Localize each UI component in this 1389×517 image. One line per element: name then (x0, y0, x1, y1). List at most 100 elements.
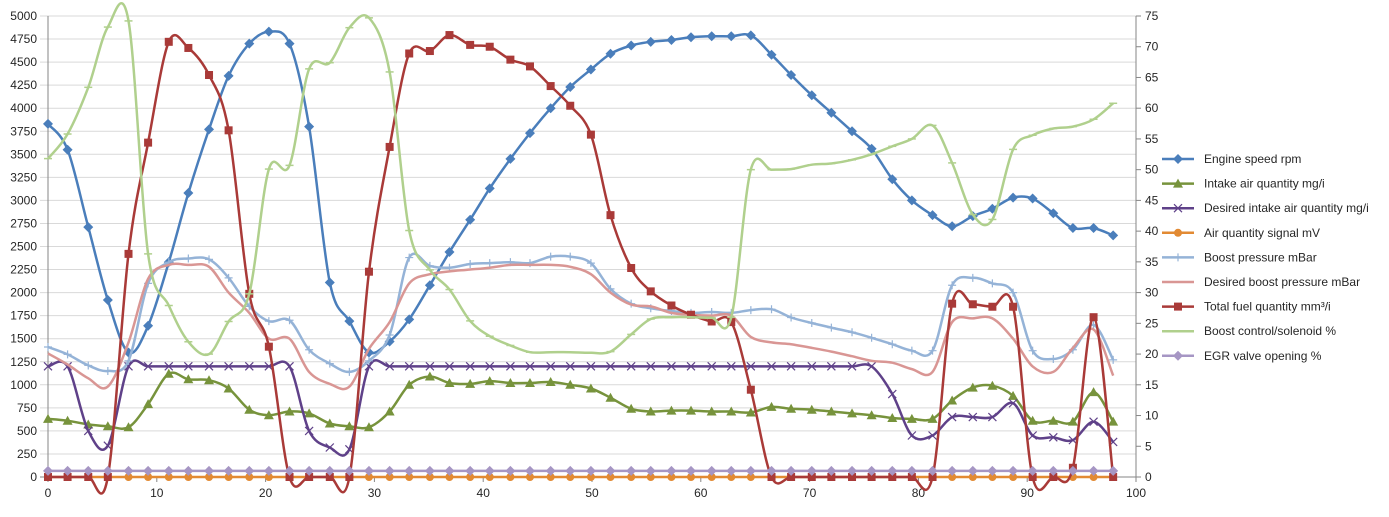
legend-label: Engine speed rpm (1204, 152, 1301, 166)
data-point (988, 473, 997, 481)
data-point (666, 465, 677, 476)
series-intake-air-quantity-mg-i (43, 368, 1119, 432)
data-point (445, 473, 454, 481)
data-point (485, 259, 494, 268)
data-point (444, 377, 455, 387)
data-point (947, 465, 958, 476)
data-point (867, 473, 876, 481)
legend-item: Air quantity signal mV (1162, 226, 1320, 240)
data-point (706, 465, 717, 476)
data-point (506, 473, 515, 481)
data-point (325, 473, 334, 481)
data-point (907, 431, 917, 440)
data-point (545, 103, 556, 114)
data-point (204, 465, 215, 476)
data-point (707, 317, 716, 326)
data-point (786, 70, 797, 81)
data-point (807, 473, 816, 481)
y2-tick-label: 40 (1145, 224, 1159, 238)
data-point (947, 412, 957, 422)
data-point (928, 431, 937, 440)
data-point (505, 465, 516, 476)
data-point (786, 361, 796, 371)
data-point (183, 361, 193, 371)
data-point (766, 465, 777, 476)
data-point (324, 277, 335, 288)
data-point (505, 153, 516, 164)
data-point (445, 361, 454, 371)
data-point (364, 473, 373, 481)
data-point (766, 401, 777, 411)
data-point (1109, 473, 1118, 481)
legend-item: Desired intake air quantity mg/i (1162, 201, 1369, 215)
data-point (646, 361, 656, 371)
data-point (987, 412, 997, 422)
data-point (183, 374, 194, 384)
data-point (967, 382, 978, 392)
data-point (44, 342, 52, 351)
data-point (444, 247, 455, 258)
data-point (1067, 223, 1078, 234)
data-point (848, 473, 857, 481)
legend-label: EGR valve opening % (1204, 349, 1322, 363)
x-tick-label: 90 (1021, 486, 1035, 500)
data-point (586, 361, 596, 371)
data-point (84, 473, 93, 481)
data-point (62, 465, 73, 476)
data-point (1028, 431, 1038, 440)
data-point (706, 406, 717, 416)
data-point (968, 412, 978, 422)
data-point (867, 361, 877, 371)
x-tick-label: 100 (1126, 486, 1146, 500)
data-point (305, 345, 314, 354)
x-tick-label: 70 (803, 486, 817, 500)
data-point (605, 465, 616, 476)
data-point (948, 299, 957, 308)
data-point (465, 214, 476, 225)
data-point (545, 377, 556, 387)
data-point (425, 473, 434, 481)
data-point (62, 144, 73, 155)
data-point (585, 64, 596, 75)
data-point (606, 361, 615, 371)
data-point (806, 465, 817, 476)
data-point (285, 316, 294, 325)
y2-tick-label: 55 (1145, 132, 1159, 146)
data-point (505, 377, 516, 387)
data-point (746, 306, 755, 315)
data-point (102, 294, 113, 305)
data-point (867, 333, 876, 342)
legend-label: Boost pressure mBar (1204, 250, 1317, 264)
x-tick-label: 10 (150, 486, 164, 500)
y-tick-label: 1000 (10, 378, 37, 392)
x-tick-label: 40 (477, 486, 491, 500)
y-tick-label: 0 (30, 470, 37, 484)
data-point (244, 465, 255, 476)
legend-item: EGR valve opening % (1162, 349, 1322, 363)
data-point (102, 421, 113, 431)
data-point (746, 473, 755, 481)
legend-label: Total fuel quantity mm³/i (1204, 300, 1331, 314)
data-point (424, 280, 435, 291)
data-point (645, 36, 656, 47)
data-point (1027, 193, 1038, 204)
data-point (866, 143, 877, 154)
data-point (143, 361, 153, 371)
data-point (947, 395, 958, 405)
data-point (484, 465, 495, 476)
data-point (967, 465, 978, 476)
data-point (324, 418, 335, 428)
data-point (224, 473, 233, 481)
data-point (687, 310, 696, 319)
y2-tick-label: 60 (1145, 101, 1159, 115)
data-point (888, 473, 897, 481)
legend-label: Air quantity signal mV (1204, 226, 1320, 240)
data-point (163, 465, 174, 476)
data-point (585, 383, 596, 393)
data-point (1089, 417, 1098, 427)
data-point (445, 31, 454, 40)
data-point (224, 361, 234, 371)
data-point (425, 47, 434, 56)
data-point (968, 300, 977, 309)
data-series (43, 2, 1119, 495)
